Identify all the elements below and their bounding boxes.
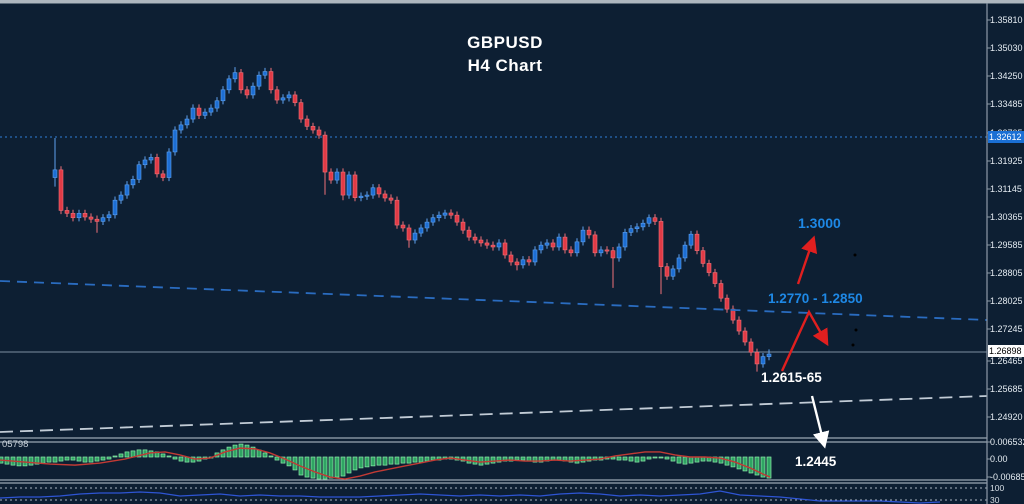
chart-dot bbox=[854, 328, 858, 332]
price-axis-label: 1.28025 bbox=[990, 296, 1023, 306]
arrow-up-to-1.3000[interactable] bbox=[796, 235, 818, 285]
annotation-target-up: 1.3000 bbox=[798, 215, 841, 231]
alert-price-tag: 1.32612 bbox=[988, 131, 1024, 143]
price-axis-label: 1.31145 bbox=[990, 184, 1022, 194]
price-axis-label: 1.26465 bbox=[990, 356, 1023, 366]
ascending-support-line[interactable] bbox=[0, 395, 988, 433]
annotation-target-down: 1.2445 bbox=[795, 454, 837, 469]
price-axis-label: 1.24920 bbox=[990, 412, 1023, 422]
annotation-support-zone: 1.2615-65 bbox=[761, 370, 822, 385]
indicator-value-label: 05798 bbox=[2, 439, 29, 450]
price-axis-label: 1.35030 bbox=[990, 43, 1023, 53]
arrow-down-to-1.2445[interactable] bbox=[810, 395, 830, 449]
chart-dot bbox=[853, 253, 857, 257]
window-top-border bbox=[0, 0, 1024, 3]
indicator-axis-label: -0.006857 bbox=[990, 472, 1024, 482]
price-axis-label: 1.27245 bbox=[990, 324, 1023, 334]
oscillator-line bbox=[0, 490, 941, 504]
pane-divider[interactable] bbox=[0, 438, 987, 442]
chart-timeframe-title: H4 Chart bbox=[467, 56, 543, 75]
current-price-tag: 1.26898 bbox=[988, 345, 1024, 357]
oscillator-axis-label: 30 bbox=[990, 495, 1000, 504]
price-axis-label: 1.25685 bbox=[990, 384, 1023, 394]
oscillator-axis-label: 100 bbox=[990, 483, 1005, 493]
chart-dot bbox=[851, 343, 855, 347]
price-axis-label: 1.28805 bbox=[990, 268, 1023, 278]
price-axis-label: 1.33485 bbox=[990, 99, 1023, 109]
chart-symbol-title: GBPUSD bbox=[467, 33, 543, 52]
price-axis-label: 1.29585 bbox=[990, 240, 1023, 250]
price-axis-label: 1.31925 bbox=[990, 156, 1023, 166]
price-axis-label: 1.30365 bbox=[990, 212, 1023, 222]
macd-signal-line bbox=[0, 447, 771, 480]
indicator-axis-label: 0.00 bbox=[990, 454, 1008, 464]
price-axis-label: 1.35810 bbox=[990, 15, 1023, 25]
arrow-bounce-down[interactable] bbox=[780, 309, 829, 372]
annotation-resistance-zone: 1.2770 - 1.2850 bbox=[768, 291, 863, 306]
pane-divider[interactable] bbox=[0, 480, 987, 483]
indicator-axis-label: 0.006532 bbox=[990, 437, 1024, 447]
price-axis-label: 1.34250 bbox=[990, 71, 1023, 81]
descending-channel-line[interactable] bbox=[0, 280, 988, 321]
candles-layer bbox=[52, 67, 772, 372]
